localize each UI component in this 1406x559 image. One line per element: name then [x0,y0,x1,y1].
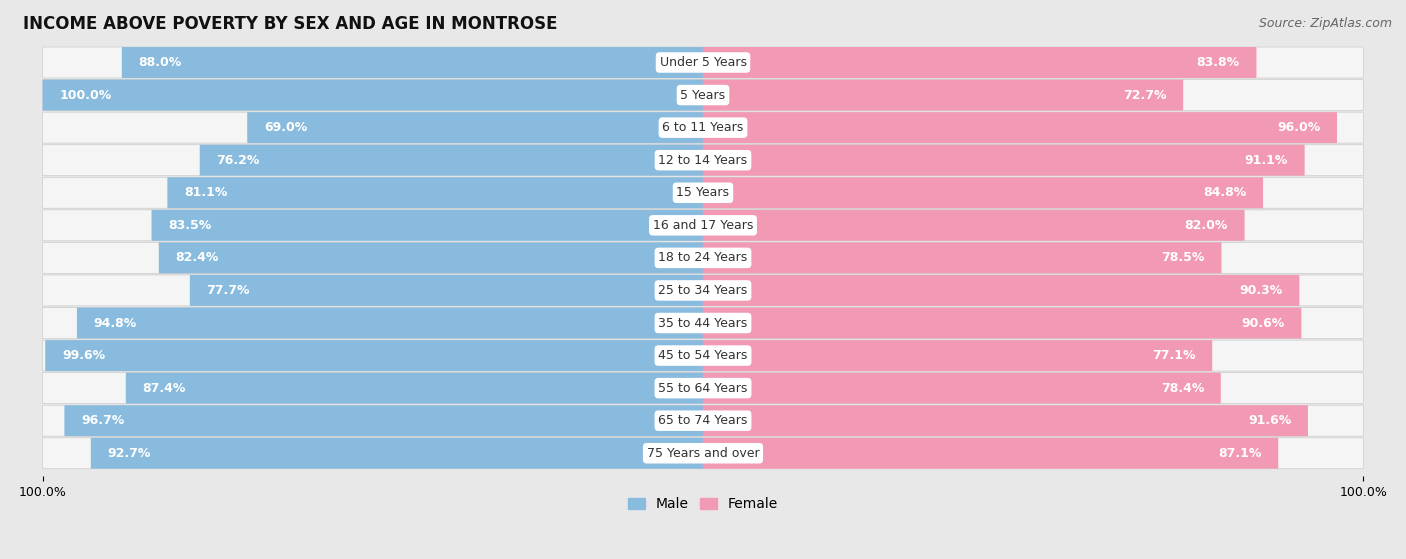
FancyBboxPatch shape [703,79,1184,111]
FancyBboxPatch shape [703,275,1299,306]
Text: 83.5%: 83.5% [169,219,211,232]
Text: 45 to 54 Years: 45 to 54 Years [658,349,748,362]
Text: 92.7%: 92.7% [108,447,150,459]
FancyBboxPatch shape [42,177,1364,208]
Text: 72.7%: 72.7% [1123,88,1167,102]
Text: 87.4%: 87.4% [142,382,186,395]
Text: 78.4%: 78.4% [1161,382,1204,395]
Text: 35 to 44 Years: 35 to 44 Years [658,316,748,329]
Text: 91.1%: 91.1% [1244,154,1288,167]
FancyBboxPatch shape [65,405,703,436]
Text: 96.0%: 96.0% [1277,121,1320,134]
Text: Under 5 Years: Under 5 Years [659,56,747,69]
FancyBboxPatch shape [167,177,703,208]
Text: 16 and 17 Years: 16 and 17 Years [652,219,754,232]
FancyBboxPatch shape [703,145,1305,176]
FancyBboxPatch shape [703,405,1308,436]
FancyBboxPatch shape [703,112,1337,143]
Text: 91.6%: 91.6% [1249,414,1291,427]
FancyBboxPatch shape [703,438,1278,469]
Text: 88.0%: 88.0% [139,56,181,69]
Text: 76.2%: 76.2% [217,154,260,167]
FancyBboxPatch shape [91,438,703,469]
Text: Source: ZipAtlas.com: Source: ZipAtlas.com [1258,17,1392,30]
FancyBboxPatch shape [703,210,1244,241]
FancyBboxPatch shape [42,307,1364,338]
FancyBboxPatch shape [42,275,1364,306]
Text: 100.0%: 100.0% [59,88,111,102]
FancyBboxPatch shape [42,210,1364,241]
Text: 25 to 34 Years: 25 to 34 Years [658,284,748,297]
FancyBboxPatch shape [703,373,1220,404]
FancyBboxPatch shape [247,112,703,143]
FancyBboxPatch shape [122,47,703,78]
FancyBboxPatch shape [42,79,703,111]
FancyBboxPatch shape [42,373,1364,404]
Text: 83.8%: 83.8% [1197,56,1240,69]
FancyBboxPatch shape [703,243,1222,273]
Text: 99.6%: 99.6% [62,349,105,362]
FancyBboxPatch shape [190,275,703,306]
Text: 15 Years: 15 Years [676,186,730,199]
Text: 87.1%: 87.1% [1218,447,1261,459]
FancyBboxPatch shape [45,340,703,371]
Text: 55 to 64 Years: 55 to 64 Years [658,382,748,395]
FancyBboxPatch shape [42,243,1364,273]
FancyBboxPatch shape [703,177,1263,208]
FancyBboxPatch shape [125,373,703,404]
FancyBboxPatch shape [77,307,703,338]
FancyBboxPatch shape [42,145,1364,176]
FancyBboxPatch shape [703,47,1257,78]
Text: 69.0%: 69.0% [264,121,308,134]
Text: 78.5%: 78.5% [1161,252,1205,264]
Text: 77.7%: 77.7% [207,284,250,297]
Text: 84.8%: 84.8% [1204,186,1246,199]
FancyBboxPatch shape [200,145,703,176]
Text: 18 to 24 Years: 18 to 24 Years [658,252,748,264]
FancyBboxPatch shape [152,210,703,241]
FancyBboxPatch shape [42,79,1364,111]
Text: 90.6%: 90.6% [1241,316,1285,329]
Text: 94.8%: 94.8% [94,316,136,329]
FancyBboxPatch shape [42,340,1364,371]
FancyBboxPatch shape [703,307,1302,338]
FancyBboxPatch shape [42,112,1364,143]
Text: 82.4%: 82.4% [176,252,219,264]
FancyBboxPatch shape [159,243,703,273]
FancyBboxPatch shape [703,340,1212,371]
Text: 5 Years: 5 Years [681,88,725,102]
FancyBboxPatch shape [42,438,1364,469]
Text: INCOME ABOVE POVERTY BY SEX AND AGE IN MONTROSE: INCOME ABOVE POVERTY BY SEX AND AGE IN M… [22,15,558,33]
Text: 77.1%: 77.1% [1152,349,1195,362]
Text: 6 to 11 Years: 6 to 11 Years [662,121,744,134]
Text: 82.0%: 82.0% [1184,219,1227,232]
FancyBboxPatch shape [42,405,1364,436]
Text: 90.3%: 90.3% [1239,284,1282,297]
FancyBboxPatch shape [42,47,1364,78]
Text: 12 to 14 Years: 12 to 14 Years [658,154,748,167]
Text: 75 Years and over: 75 Years and over [647,447,759,459]
Legend: Male, Female: Male, Female [623,491,783,517]
Text: 65 to 74 Years: 65 to 74 Years [658,414,748,427]
Text: 81.1%: 81.1% [184,186,228,199]
Text: 96.7%: 96.7% [82,414,124,427]
